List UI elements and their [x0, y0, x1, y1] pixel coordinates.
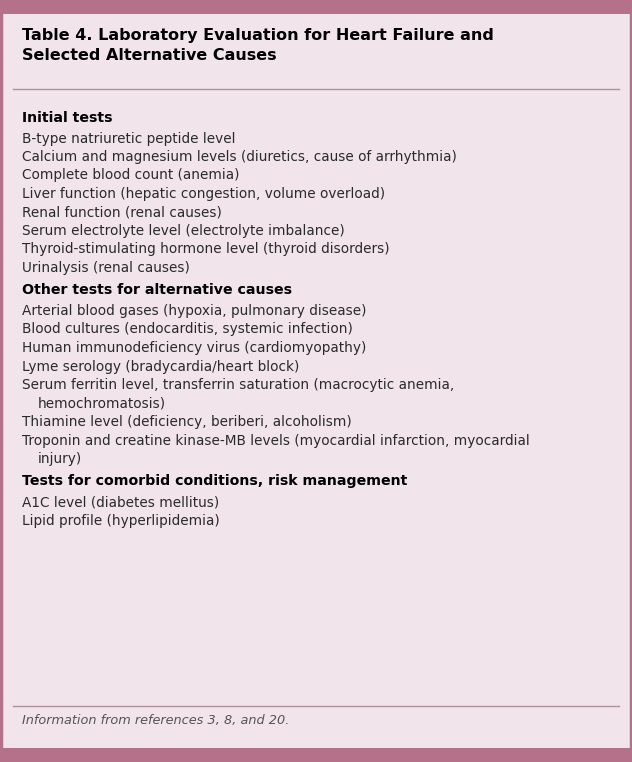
Text: Troponin and creatine kinase-MB levels (myocardial infarction, myocardial: Troponin and creatine kinase-MB levels (… [22, 434, 530, 447]
Text: Table 4. Laboratory Evaluation for Heart Failure and: Table 4. Laboratory Evaluation for Heart… [22, 28, 494, 43]
Text: Tests for comorbid conditions, risk management: Tests for comorbid conditions, risk mana… [22, 475, 408, 488]
Text: A1C level (diabetes mellitus): A1C level (diabetes mellitus) [22, 495, 219, 509]
Bar [0, 748, 632, 762]
Text: Lipid profile (hyperlipidemia): Lipid profile (hyperlipidemia) [22, 514, 220, 527]
Text: Complete blood count (anemia): Complete blood count (anemia) [22, 168, 240, 183]
Text: B-type natriuretic peptide level: B-type natriuretic peptide level [22, 132, 236, 146]
Text: Liver function (hepatic congestion, volume overload): Liver function (hepatic congestion, volu… [22, 187, 385, 201]
Text: Initial tests: Initial tests [22, 111, 112, 125]
Text: Lyme serology (bradycardia/heart block): Lyme serology (bradycardia/heart block) [22, 360, 300, 373]
Text: Thyroid-stimulating hormone level (thyroid disorders): Thyroid-stimulating hormone level (thyro… [22, 242, 389, 257]
Text: Thiamine level (deficiency, beriberi, alcoholism): Thiamine level (deficiency, beriberi, al… [22, 415, 352, 429]
Text: Selected Alternative Causes: Selected Alternative Causes [22, 48, 277, 63]
Text: hemochromatosis): hemochromatosis) [38, 396, 166, 411]
Text: Arterial blood gases (hypoxia, pulmonary disease): Arterial blood gases (hypoxia, pulmonary… [22, 304, 367, 318]
Text: Other tests for alternative causes: Other tests for alternative causes [22, 283, 292, 297]
Bar [0, 0, 632, 14]
Text: Blood cultures (endocarditis, systemic infection): Blood cultures (endocarditis, systemic i… [22, 322, 353, 337]
Text: Information from references 3, 8, and 20.: Information from references 3, 8, and 20… [22, 714, 289, 727]
Text: Serum ferritin level, transferrin saturation (macrocytic anemia,: Serum ferritin level, transferrin satura… [22, 378, 454, 392]
Text: Renal function (renal causes): Renal function (renal causes) [22, 206, 222, 219]
Text: Calcium and magnesium levels (diuretics, cause of arrhythmia): Calcium and magnesium levels (diuretics,… [22, 150, 457, 164]
Text: Serum electrolyte level (electrolyte imbalance): Serum electrolyte level (electrolyte imb… [22, 224, 344, 238]
Text: Urinalysis (renal causes): Urinalysis (renal causes) [22, 261, 190, 275]
Text: injury): injury) [38, 452, 82, 466]
Text: Human immunodeficiency virus (cardiomyopathy): Human immunodeficiency virus (cardiomyop… [22, 341, 367, 355]
